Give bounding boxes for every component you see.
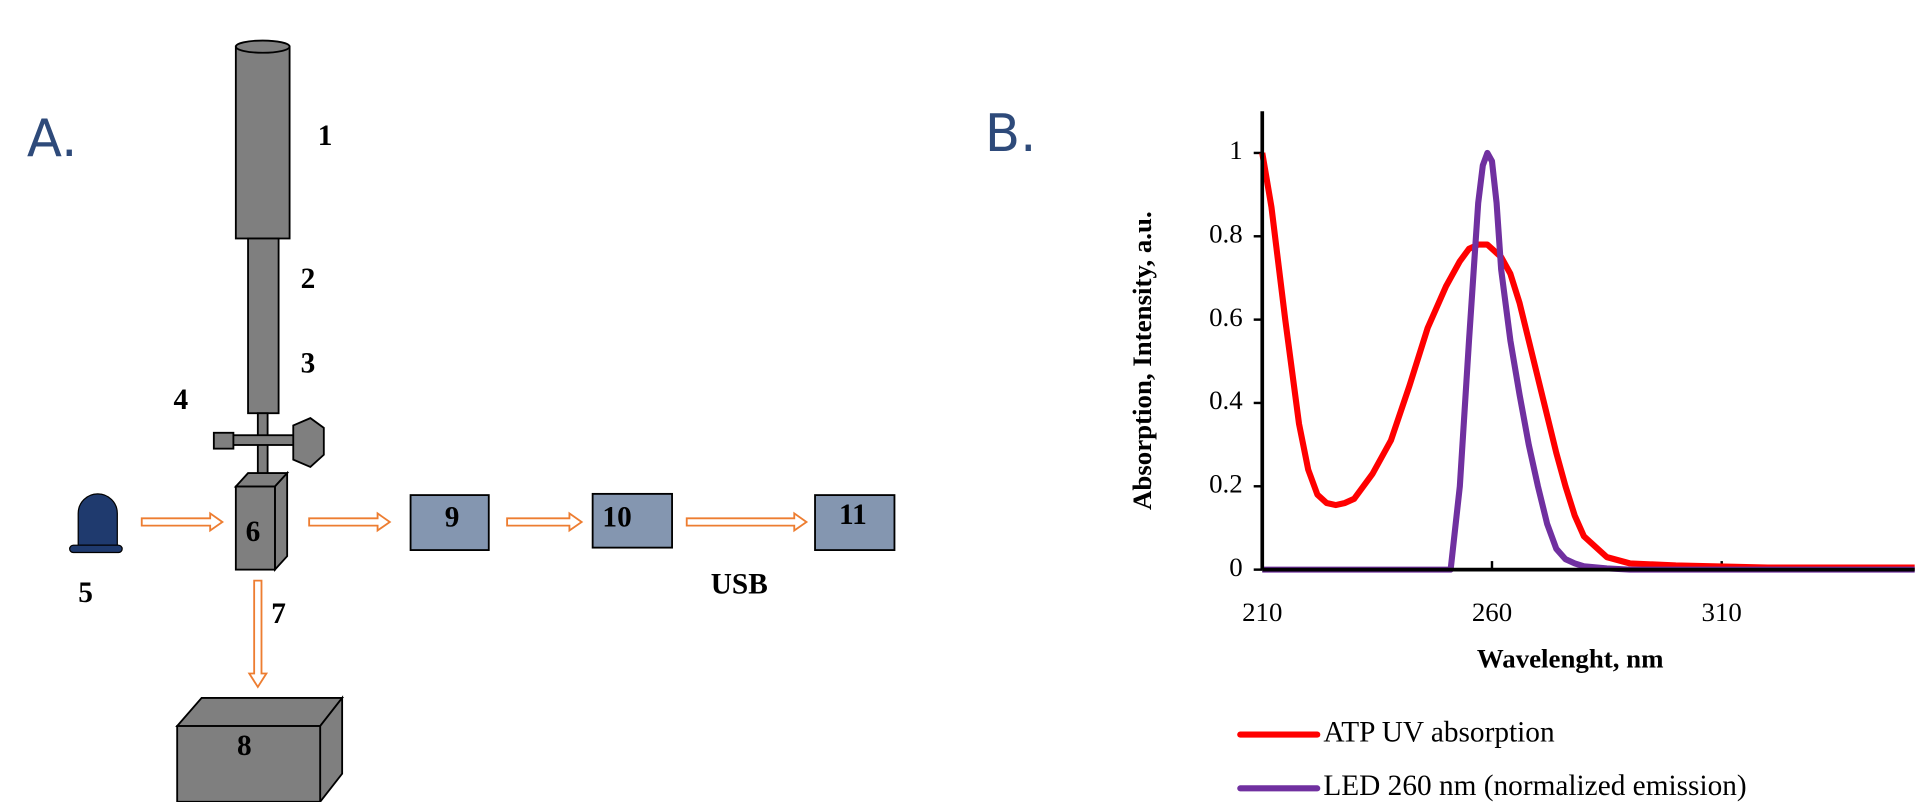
arrow (507, 513, 582, 530)
part-label: 3 (301, 347, 316, 379)
part-label: 6 (246, 516, 261, 548)
x-tick-label: 260 (1472, 597, 1512, 627)
y-tick-label: 0.4 (1209, 385, 1243, 415)
part-2 (248, 238, 279, 413)
page: A. B. USB 1 2 3 4 5 6 7 8 9 10 11 0 0.2 0.4 0.6 0.8 1 21… (0, 0, 1916, 802)
series-line (1262, 153, 1914, 568)
part-label: 10 (602, 501, 631, 533)
part-labels: 1 2 3 4 5 6 7 8 9 10 11 (78, 120, 867, 762)
y-tick-label: 0.8 (1209, 218, 1243, 248)
arrow (309, 513, 390, 530)
part-label: 2 (301, 263, 316, 295)
x-tick-label: 210 (1242, 597, 1282, 627)
legend-label: LED 260 nm (normalized emission) (1323, 770, 1746, 802)
box-8-top (177, 698, 342, 726)
legend-label: ATP UV absorption (1323, 716, 1555, 748)
led (78, 494, 117, 545)
setup-drawing (70, 41, 895, 802)
part-label: 8 (237, 730, 252, 762)
x-tick-label: 310 (1702, 597, 1742, 627)
y-axis-label: Absorption, Intensity, a.u. (1127, 211, 1157, 510)
led-base (70, 545, 123, 552)
part-4-knob (214, 433, 234, 449)
part-1-top (236, 41, 290, 53)
y-tick-label: 0 (1229, 552, 1242, 582)
y-tick-label: 1 (1229, 135, 1242, 165)
part-label: 11 (839, 499, 867, 531)
y-tick-label: 0.2 (1209, 468, 1243, 498)
arrow (249, 581, 266, 687)
part-4-nut (293, 418, 324, 467)
part-label: 7 (271, 598, 286, 630)
series-line (1262, 153, 1914, 570)
panel-label: B. (985, 104, 1037, 164)
figure: A. B. USB 1 2 3 4 5 6 7 8 9 10 11 0 0.2 0.4 0.6 0.8 1 21… (0, 0, 1916, 802)
x-axis-label: Wavelenght, nm (1477, 643, 1664, 673)
y-tick-label: 0.6 (1209, 302, 1243, 332)
part-1 (236, 47, 290, 239)
part-label: 5 (78, 577, 93, 609)
chart: 0 0.2 0.4 0.6 0.8 1 210 260 310 ATP UV absorption… (1127, 111, 1915, 802)
arrow (142, 513, 223, 530)
arrow (687, 513, 807, 530)
usb-label: USB (711, 568, 768, 600)
part-label: 1 (318, 120, 333, 152)
part-label: 4 (174, 384, 189, 416)
panel-label: A. (27, 109, 78, 169)
part-label: 9 (445, 501, 460, 533)
cuvette-side (275, 473, 287, 570)
part-4-bar (232, 435, 296, 445)
